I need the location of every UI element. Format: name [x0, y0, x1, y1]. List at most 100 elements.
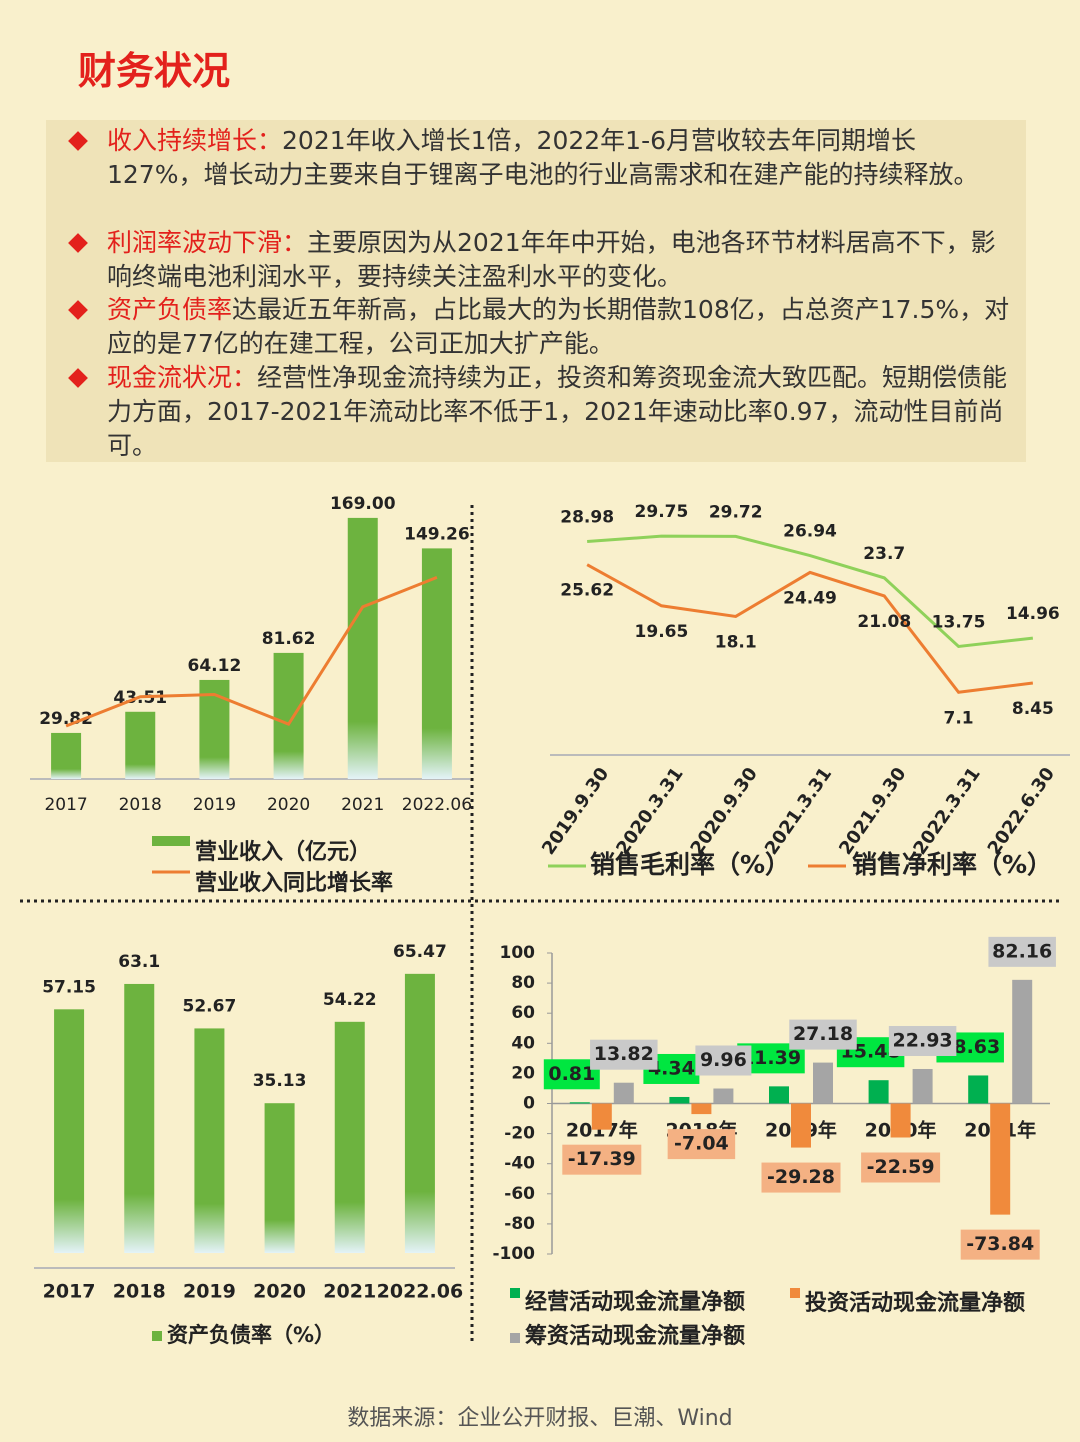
bar	[968, 1075, 989, 1104]
label-box	[888, 1025, 957, 1056]
data-label: 29.75	[635, 502, 689, 522]
label-box	[960, 1229, 1040, 1260]
x-tick-label: 2019	[183, 1281, 236, 1303]
bullet: 收入持续增长：2021年收入增长1倍，2022年1-6月营收较去年同期增长127…	[68, 124, 1012, 192]
bar	[54, 1009, 85, 1253]
bar	[791, 1103, 811, 1148]
x-tick-label: 2021	[323, 1281, 376, 1303]
legend-label: 营业收入同比增长率	[195, 870, 393, 896]
bar	[569, 1102, 590, 1104]
bar	[769, 1086, 789, 1104]
legend-label: 营业收入（亿元）	[195, 839, 371, 865]
x-tick-label: 2021.3.31	[761, 764, 836, 859]
data-label: 82.16	[992, 940, 1052, 962]
bar	[421, 548, 452, 779]
data-label: 29.82	[39, 709, 93, 729]
bullet-lead: 资产负债率	[107, 295, 233, 324]
data-label: 81.62	[262, 629, 316, 649]
bullet-text: 达最近五年新高，占比最大的为长期借款108亿，占总资产17.5%，对应的是77亿…	[107, 295, 1010, 358]
label-box	[789, 1019, 857, 1050]
data-label: 23.7	[863, 544, 905, 564]
x-tick-label: 2020	[267, 795, 310, 815]
x-tick-label: 2021.9.30	[835, 764, 910, 859]
bullet: 现金流状况：经营性净现金流持续为正，投资和筹资现金流大致匹配。短期偿债能力方面，…	[68, 361, 1012, 463]
data-label: 25.62	[560, 581, 614, 601]
data-label: 35.13	[253, 1071, 307, 1091]
x-tick-label: 2017	[43, 1281, 96, 1303]
y-tick-label: 20	[511, 1063, 535, 1083]
source-note: 数据来源：企业公开财报、巨潮、Wind	[347, 1406, 733, 1431]
label-box	[667, 1129, 736, 1160]
label-box	[761, 1162, 841, 1193]
data-label: 27.18	[793, 1023, 853, 1045]
bullet-text: 主要原因为从2021年年中开始，电池各环节材料居高不下，影响终端电池利润水平，要…	[107, 228, 996, 291]
x-tick-label: 2020.3.31	[612, 764, 687, 859]
label-box	[988, 936, 1056, 967]
legend-label: 资产负债率（%）	[167, 1323, 335, 1347]
legend-marker	[510, 1288, 520, 1298]
bar	[347, 517, 378, 779]
line	[587, 534, 1034, 649]
line	[65, 576, 438, 728]
data-label: 54.22	[323, 990, 377, 1010]
summary-box	[46, 120, 1026, 462]
legend-label: 经营活动现金流量净额	[525, 1289, 745, 1315]
data-label: 7.1	[944, 708, 974, 728]
legend-label: 投资活动现金流量净额	[805, 1290, 1025, 1316]
data-label: -7.04	[674, 1133, 729, 1155]
legend-label: 筹资活动现金流量净额	[525, 1323, 745, 1349]
x-tick-label: 2022.06	[377, 1281, 464, 1303]
data-label: 4.34	[648, 1057, 695, 1079]
data-label: 0.81	[548, 1063, 595, 1085]
data-label: -17.39	[568, 1148, 636, 1170]
data-label: 14.96	[1006, 604, 1060, 624]
x-tick-label: 2018	[119, 795, 162, 815]
bar	[868, 1080, 889, 1104]
data-label: 52.67	[183, 996, 237, 1016]
data-label: 149.26	[404, 524, 470, 544]
bar	[264, 1103, 295, 1253]
x-tick-label: 2019.9.30	[538, 764, 613, 859]
data-label: 8.45	[1012, 699, 1054, 719]
bar	[669, 1096, 690, 1104]
bar	[124, 983, 155, 1253]
x-tick-label: 2020.9.30	[687, 764, 762, 859]
label-box	[562, 1144, 642, 1175]
data-label: 21.08	[857, 612, 911, 632]
data-label: 18.1	[715, 632, 757, 652]
bullet: 利润率波动下滑：主要原因为从2021年年中开始，电池各环节材料居高不下，影响终端…	[68, 226, 1012, 294]
bullet-text: 经营性净现金流持续为正，投资和筹资现金流大致匹配。短期偿债能力方面，2017-2…	[107, 363, 1008, 460]
bar	[591, 1103, 612, 1130]
bar	[125, 711, 156, 779]
data-label: -22.59	[867, 1156, 935, 1178]
y-tick-label: -60	[504, 1184, 535, 1204]
data-label: 64.12	[188, 656, 242, 676]
bar	[713, 1088, 734, 1104]
bar	[194, 1028, 225, 1253]
data-label: 169.00	[330, 494, 396, 514]
x-tick-label: 2018	[113, 1281, 166, 1303]
bar	[334, 1021, 365, 1253]
bar	[404, 973, 435, 1253]
legend-label: 销售毛利率（%）	[590, 850, 790, 879]
y-tick-label: 60	[511, 1003, 535, 1023]
data-label: 65.47	[393, 942, 447, 962]
data-label: -29.28	[767, 1166, 835, 1188]
data-label: 29.72	[709, 502, 763, 522]
bullet-lead: 现金流状况：	[107, 363, 258, 392]
bar	[199, 679, 230, 779]
legend-marker	[510, 1333, 520, 1343]
bullet-lead: 利润率波动下滑：	[107, 228, 308, 257]
data-label: 13.82	[594, 1043, 654, 1065]
bar	[912, 1068, 933, 1104]
x-tick-label: 2019	[193, 795, 236, 815]
legend-label: 销售净利率（%）	[852, 850, 1052, 879]
bullet-text: 2021年收入增长1倍，2022年1-6月营收较去年同期增长127%，增长动力主…	[107, 126, 979, 189]
x-tick-label: 2021	[341, 795, 384, 815]
data-label: 13.75	[932, 612, 986, 632]
data-label: 28.98	[560, 507, 614, 527]
y-tick-label: 0	[523, 1094, 535, 1114]
bullet: 资产负债率达最近五年新高，占比最大的为长期借款108亿，占总资产17.5%，对应…	[68, 293, 1012, 361]
legend-marker	[790, 1288, 800, 1298]
